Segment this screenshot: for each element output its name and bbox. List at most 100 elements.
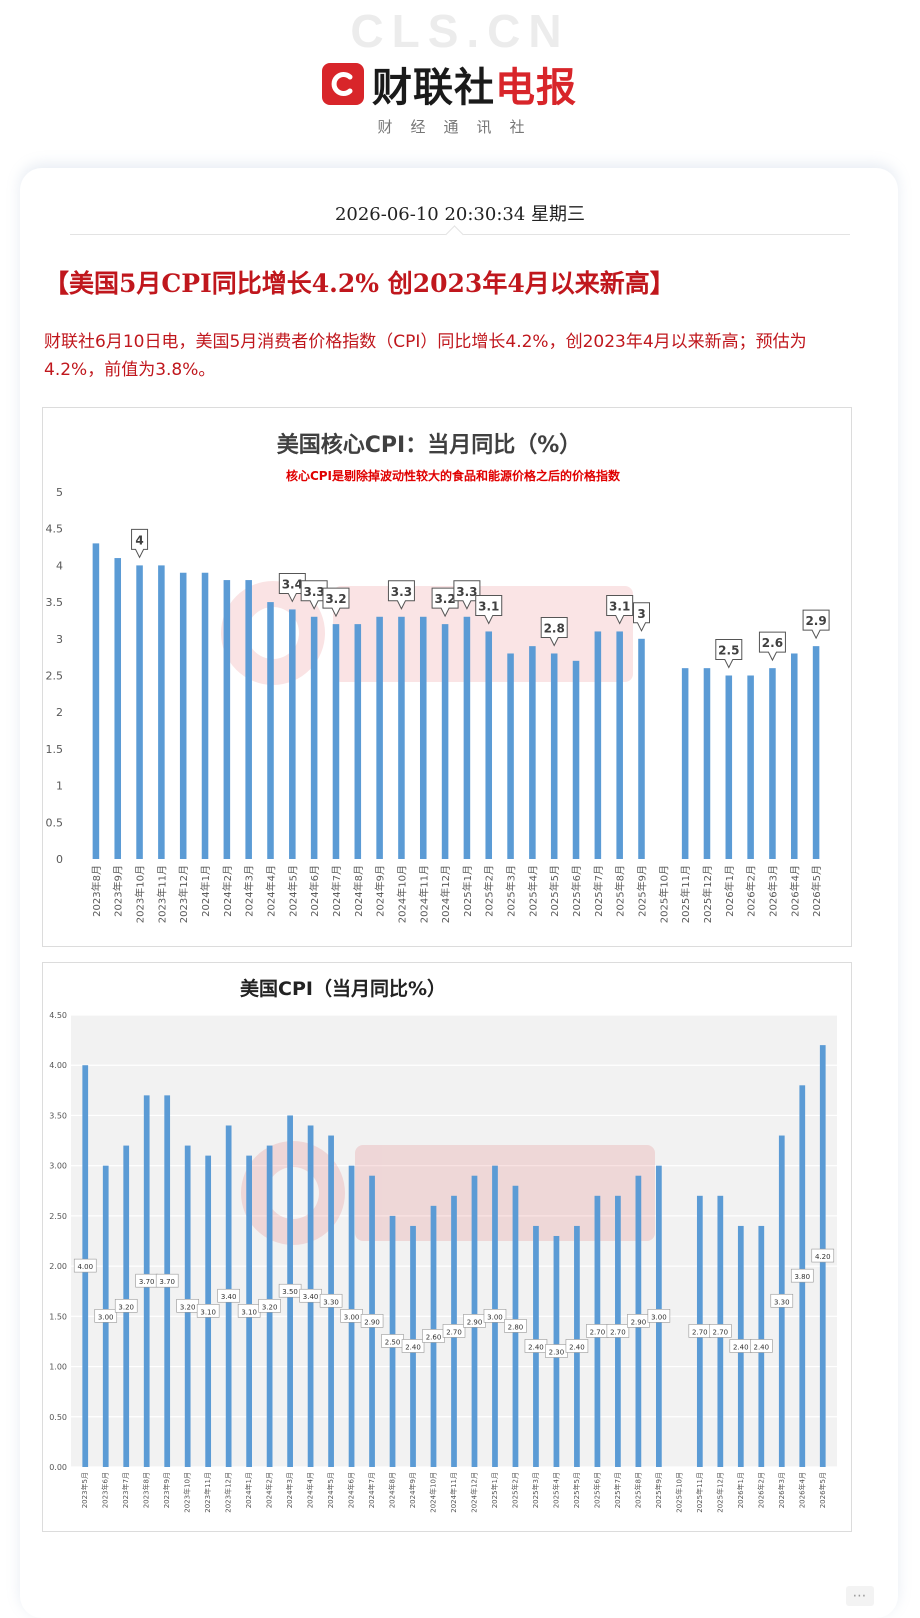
y-tick-label: 4.5 <box>46 523 64 536</box>
x-tick-label: 2026年4月 <box>797 1472 806 1508</box>
x-tick-label: 2025年7月 <box>592 865 605 917</box>
data-label: 3.3 <box>304 585 325 599</box>
x-tick-label: 2023年10月 <box>183 1472 192 1513</box>
bar <box>812 646 820 859</box>
bar <box>223 580 231 859</box>
callout-box <box>715 639 743 669</box>
y-tick-label: 3.5 <box>46 596 64 609</box>
x-tick-label: 2024年5月 <box>326 1472 335 1508</box>
x-tick-label: 2025年7月 <box>613 1472 622 1508</box>
x-tick-label: 2024年2月 <box>265 1472 274 1508</box>
bar <box>136 565 143 859</box>
chart-watermark <box>221 581 633 685</box>
y-tick-label: 3 <box>56 633 63 646</box>
data-label-bg <box>790 1268 814 1283</box>
x-tick-label: 2025年10月 <box>674 1472 683 1513</box>
bar <box>747 675 754 859</box>
x-tick-label: 2024年7月 <box>330 865 343 917</box>
x-tick-label: 2025年11月 <box>695 1472 704 1513</box>
brand-tagline: 财经通讯社 <box>377 118 543 136</box>
bar <box>354 624 362 859</box>
cls-watermark: CLS.CN <box>350 5 570 57</box>
bar <box>529 646 536 859</box>
data-label-box: 3.50 <box>278 1283 302 1298</box>
article-datetime: 2026-06-10 20:30:34 星期三 <box>334 204 586 225</box>
data-label: 3.80 <box>794 1273 810 1281</box>
data-label-bg <box>606 1324 630 1338</box>
data-label: 3.00 <box>344 1313 360 1321</box>
bar <box>616 631 623 859</box>
data-label: 3.40 <box>303 1293 319 1301</box>
bar <box>398 616 405 859</box>
bar <box>158 565 165 859</box>
data-label-box: 2.40 <box>729 1339 753 1353</box>
x-tick-label: 2026年3月 <box>777 1472 786 1508</box>
data-label-bg <box>114 1298 138 1313</box>
data-label-box: 3.00 <box>94 1309 118 1323</box>
x-tick-label: 2025年4月 <box>526 865 539 917</box>
bar <box>638 638 645 859</box>
data-label: 3.1 <box>478 599 499 613</box>
y-tick-label: 5 <box>56 486 63 499</box>
data-label-box: 2.40 <box>524 1339 548 1353</box>
x-tick-label: 2024年6月 <box>347 1472 356 1508</box>
data-label-bg <box>360 1314 384 1328</box>
x-tick-label: 2024年2月 <box>221 865 234 917</box>
data-label: 2.90 <box>631 1318 647 1326</box>
x-tick-label: 2025年3月 <box>531 1472 540 1508</box>
callout-box <box>606 594 634 625</box>
x-tick-label: 2023年5月 <box>80 1472 89 1508</box>
x-tick-label: 2025年4月 <box>551 1472 560 1508</box>
x-tick-label: 2024年7月 <box>367 1472 376 1508</box>
data-label-box: 3.00 <box>340 1309 363 1323</box>
data-label-bg <box>770 1293 794 1308</box>
data-label-box: 3.30 <box>319 1293 343 1308</box>
data-label: 2.50 <box>385 1338 401 1346</box>
x-tick-label: 2023年9月 <box>112 865 125 917</box>
x-tick-label: 2025年9月 <box>654 1472 663 1508</box>
y-tick-label: 1.00 <box>49 1363 67 1372</box>
cls-logo-icon <box>322 63 364 105</box>
data-label-box: 2.90 <box>627 1314 650 1328</box>
bar <box>114 558 122 859</box>
data-label: 2.30 <box>549 1348 565 1356</box>
y-tick-label: 0.50 <box>49 1413 67 1422</box>
x-tick-label: 2024年11月 <box>449 1472 458 1513</box>
data-label-box: 3.00 <box>483 1309 507 1323</box>
callout-box <box>540 616 568 647</box>
bar <box>594 631 602 859</box>
x-tick-label: 2025年10月 <box>657 865 670 923</box>
chart-title: 美国CPI（当月同比%） <box>240 977 446 1000</box>
x-tick-label: 2026年4月 <box>788 865 801 917</box>
data-label-box: 2.70 <box>606 1324 630 1338</box>
y-tick-label: 4.00 <box>49 1061 67 1070</box>
x-tick-label: 2026年5月 <box>818 1472 827 1508</box>
callout-box <box>131 528 149 559</box>
data-label: 4 <box>135 533 143 547</box>
data-label-box: 3.70 <box>135 1273 159 1288</box>
bar <box>463 616 471 859</box>
data-label-bg <box>155 1273 179 1288</box>
core-cpi-chart: 美国核心CPI：当月同比（%） 核心CPI是剔除掉波动性较大的食品和能源价格之后… <box>46 432 830 923</box>
x-tick-label: 2025年8月 <box>614 865 627 917</box>
brand-name: 财联社电报 <box>372 55 577 113</box>
y-tick-label: 1.5 <box>46 743 64 756</box>
data-label: 2.40 <box>528 1343 544 1351</box>
data-label: 3.1 <box>609 599 630 613</box>
x-tick-label: 2023年11月 <box>155 865 168 923</box>
data-label: 3.3 <box>391 585 412 599</box>
bar <box>681 668 689 859</box>
data-label: 3.2 <box>325 592 346 606</box>
y-tick-label: 4 <box>56 559 63 572</box>
data-label-callout: 2.5 <box>715 639 743 669</box>
y-tick-label: 0.5 <box>46 816 64 829</box>
data-label-bg <box>73 1258 97 1273</box>
data-label-callout: 2.9 <box>802 609 830 640</box>
x-tick-label: 2025年8月 <box>633 1472 642 1508</box>
data-label-callout: 3.2 <box>322 587 350 618</box>
y-tick-label: 1 <box>56 780 63 793</box>
data-label: 2.60 <box>426 1333 442 1341</box>
more-dots-icon[interactable]: ⋯ <box>846 1586 874 1606</box>
x-tick-label: 2024年10月 <box>429 1472 438 1513</box>
data-label: 2.70 <box>610 1328 626 1336</box>
